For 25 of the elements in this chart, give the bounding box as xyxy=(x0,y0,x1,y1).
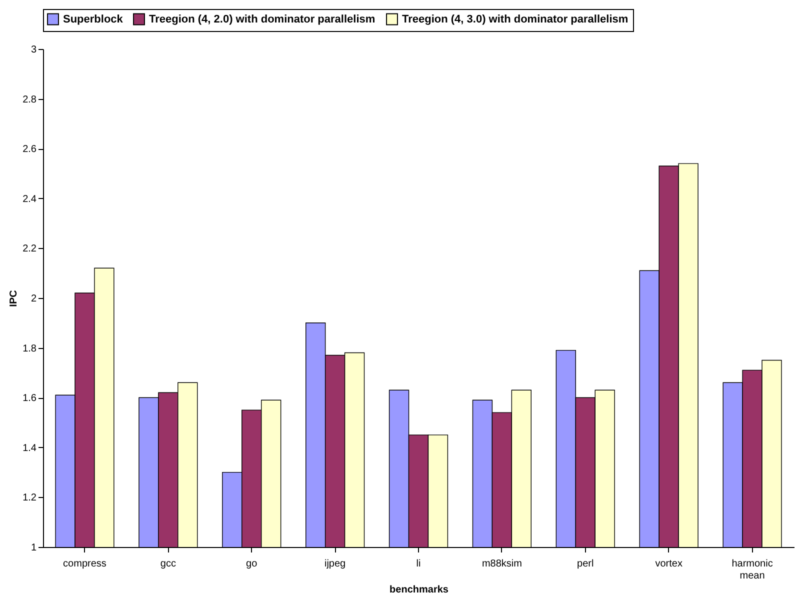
x-axis-title: benchmarks xyxy=(390,584,449,596)
x-tick-label: ijpeg xyxy=(324,558,346,570)
x-tick-label: gcc xyxy=(160,558,176,570)
y-tick-label: 2.6 xyxy=(22,144,37,156)
y-tick-label: 1.8 xyxy=(22,343,37,354)
y-tick-label: 2.8 xyxy=(22,94,37,106)
x-tick-label: go xyxy=(246,558,258,570)
y-tick-label: 2 xyxy=(30,294,37,304)
x-tick-label: compress xyxy=(63,558,106,570)
y-tick-label: 1.2 xyxy=(22,492,37,504)
x-tick-label: vortex xyxy=(655,558,682,570)
y-tick-label: 3 xyxy=(30,44,37,56)
y-axis-title: IPC xyxy=(8,290,20,307)
y-tick-label: 1.6 xyxy=(22,393,37,404)
x-tick-label: li xyxy=(416,558,421,570)
y-tick-label: 2.2 xyxy=(22,244,37,255)
y-tick-label: 1 xyxy=(30,542,37,554)
y-tick-label: 2.4 xyxy=(22,194,37,205)
legend-label: Treegion (4, 3.0) with dominator parallelism xyxy=(402,13,628,26)
legend-label: Treegion (4, 2.0) with dominator parallelism xyxy=(149,13,376,26)
legend-label: Superblock xyxy=(63,13,124,26)
x-tick-label: m88ksim xyxy=(482,558,522,570)
y-tick-label: 1.4 xyxy=(22,442,37,454)
x-tick-label: harmonic mean xyxy=(732,558,773,582)
x-tick-label: perl xyxy=(577,558,594,570)
